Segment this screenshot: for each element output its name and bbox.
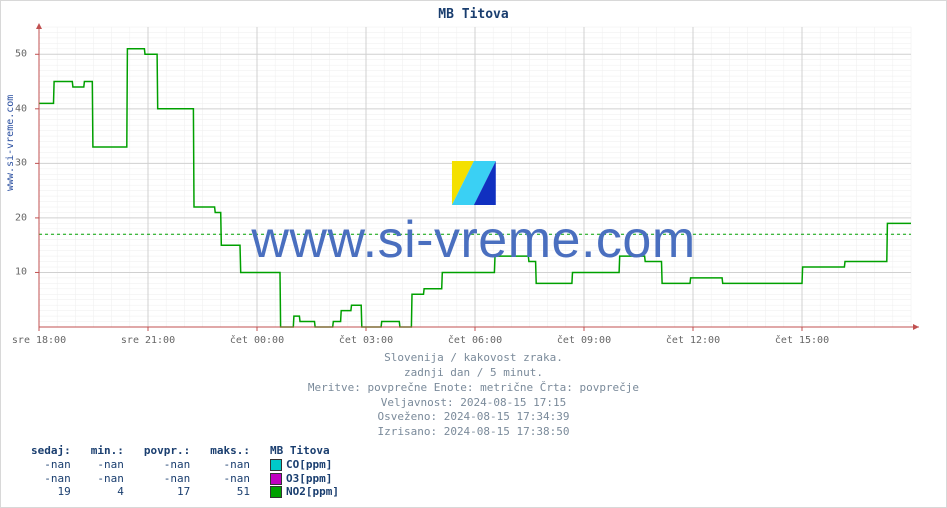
x-tick-label: čet 03:00 [339, 335, 393, 346]
table-cell: -nan [134, 458, 200, 472]
x-tick-label: sre 21:00 [121, 335, 175, 346]
table-header: maks.: [200, 444, 260, 458]
table-cell: 19 [21, 485, 81, 499]
table-cell: -nan [81, 472, 134, 486]
swatch-icon [270, 459, 282, 471]
table-cell: -nan [21, 458, 81, 472]
chart-title: MB Titova [1, 7, 946, 22]
x-tick-label: čet 09:00 [557, 335, 611, 346]
table-header: sedaj: [21, 444, 81, 458]
x-tick-label: čet 15:00 [775, 335, 829, 346]
x-tick-label: čet 06:00 [448, 335, 502, 346]
y-tick-label: 40 [15, 103, 27, 114]
info-line: Izrisano: 2024-08-15 17:38:50 [1, 425, 946, 440]
table-cell: 4 [81, 485, 134, 499]
x-tick-label: čet 12:00 [666, 335, 720, 346]
info-line: Veljavnost: 2024-08-15 17:15 [1, 396, 946, 411]
x-tick-label: čet 00:00 [230, 335, 284, 346]
y-tick-label: 20 [15, 212, 27, 223]
table-header: povpr.: [134, 444, 200, 458]
info-line: zadnji dan / 5 minut. [1, 366, 946, 381]
table-row: -nan-nan-nan-nanCO[ppm] [21, 458, 349, 472]
y-tick-label: 50 [15, 49, 27, 60]
info-line: Slovenija / kakovost zraka. [1, 351, 946, 366]
table-cell: -nan [21, 472, 81, 486]
swatch-icon [270, 486, 282, 498]
swatch-icon [270, 473, 282, 485]
table-row: -nan-nan-nan-nanO3[ppm] [21, 472, 349, 486]
table-cell: -nan [134, 472, 200, 486]
chart-info-block: Slovenija / kakovost zraka.zadnji dan / … [1, 351, 946, 440]
table-cell: 17 [134, 485, 200, 499]
table-cell: -nan [200, 472, 260, 486]
table-header: min.: [81, 444, 134, 458]
x-tick-label: sre 18:00 [12, 335, 66, 346]
table-cell: -nan [200, 458, 260, 472]
series-label: CO[ppm] [260, 458, 349, 472]
table-cell: -nan [81, 458, 134, 472]
info-line: Meritve: povprečne Enote: metrične Črta:… [1, 381, 946, 396]
chart-container: MB Titova www.si-vreme.com 1020304050 sr… [0, 0, 947, 508]
table-row: 1941751NO2[ppm] [21, 485, 349, 499]
series-label: NO2[ppm] [260, 485, 349, 499]
info-line: Osveženo: 2024-08-15 17:34:39 [1, 410, 946, 425]
table-station-header: MB Titova [260, 444, 349, 458]
stats-table: sedaj:min.:povpr.:maks.:MB Titova-nan-na… [21, 444, 349, 499]
y-tick-label: 10 [15, 267, 27, 278]
x-axis-tick-labels: sre 18:00sre 21:00čet 00:00čet 03:00čet … [29, 335, 923, 349]
table-cell: 51 [200, 485, 260, 499]
y-tick-label: 30 [15, 158, 27, 169]
line-chart-svg [29, 23, 923, 331]
series-label: O3[ppm] [260, 472, 349, 486]
y-axis-tick-labels: 10 20 30 40 50 [5, 23, 27, 331]
